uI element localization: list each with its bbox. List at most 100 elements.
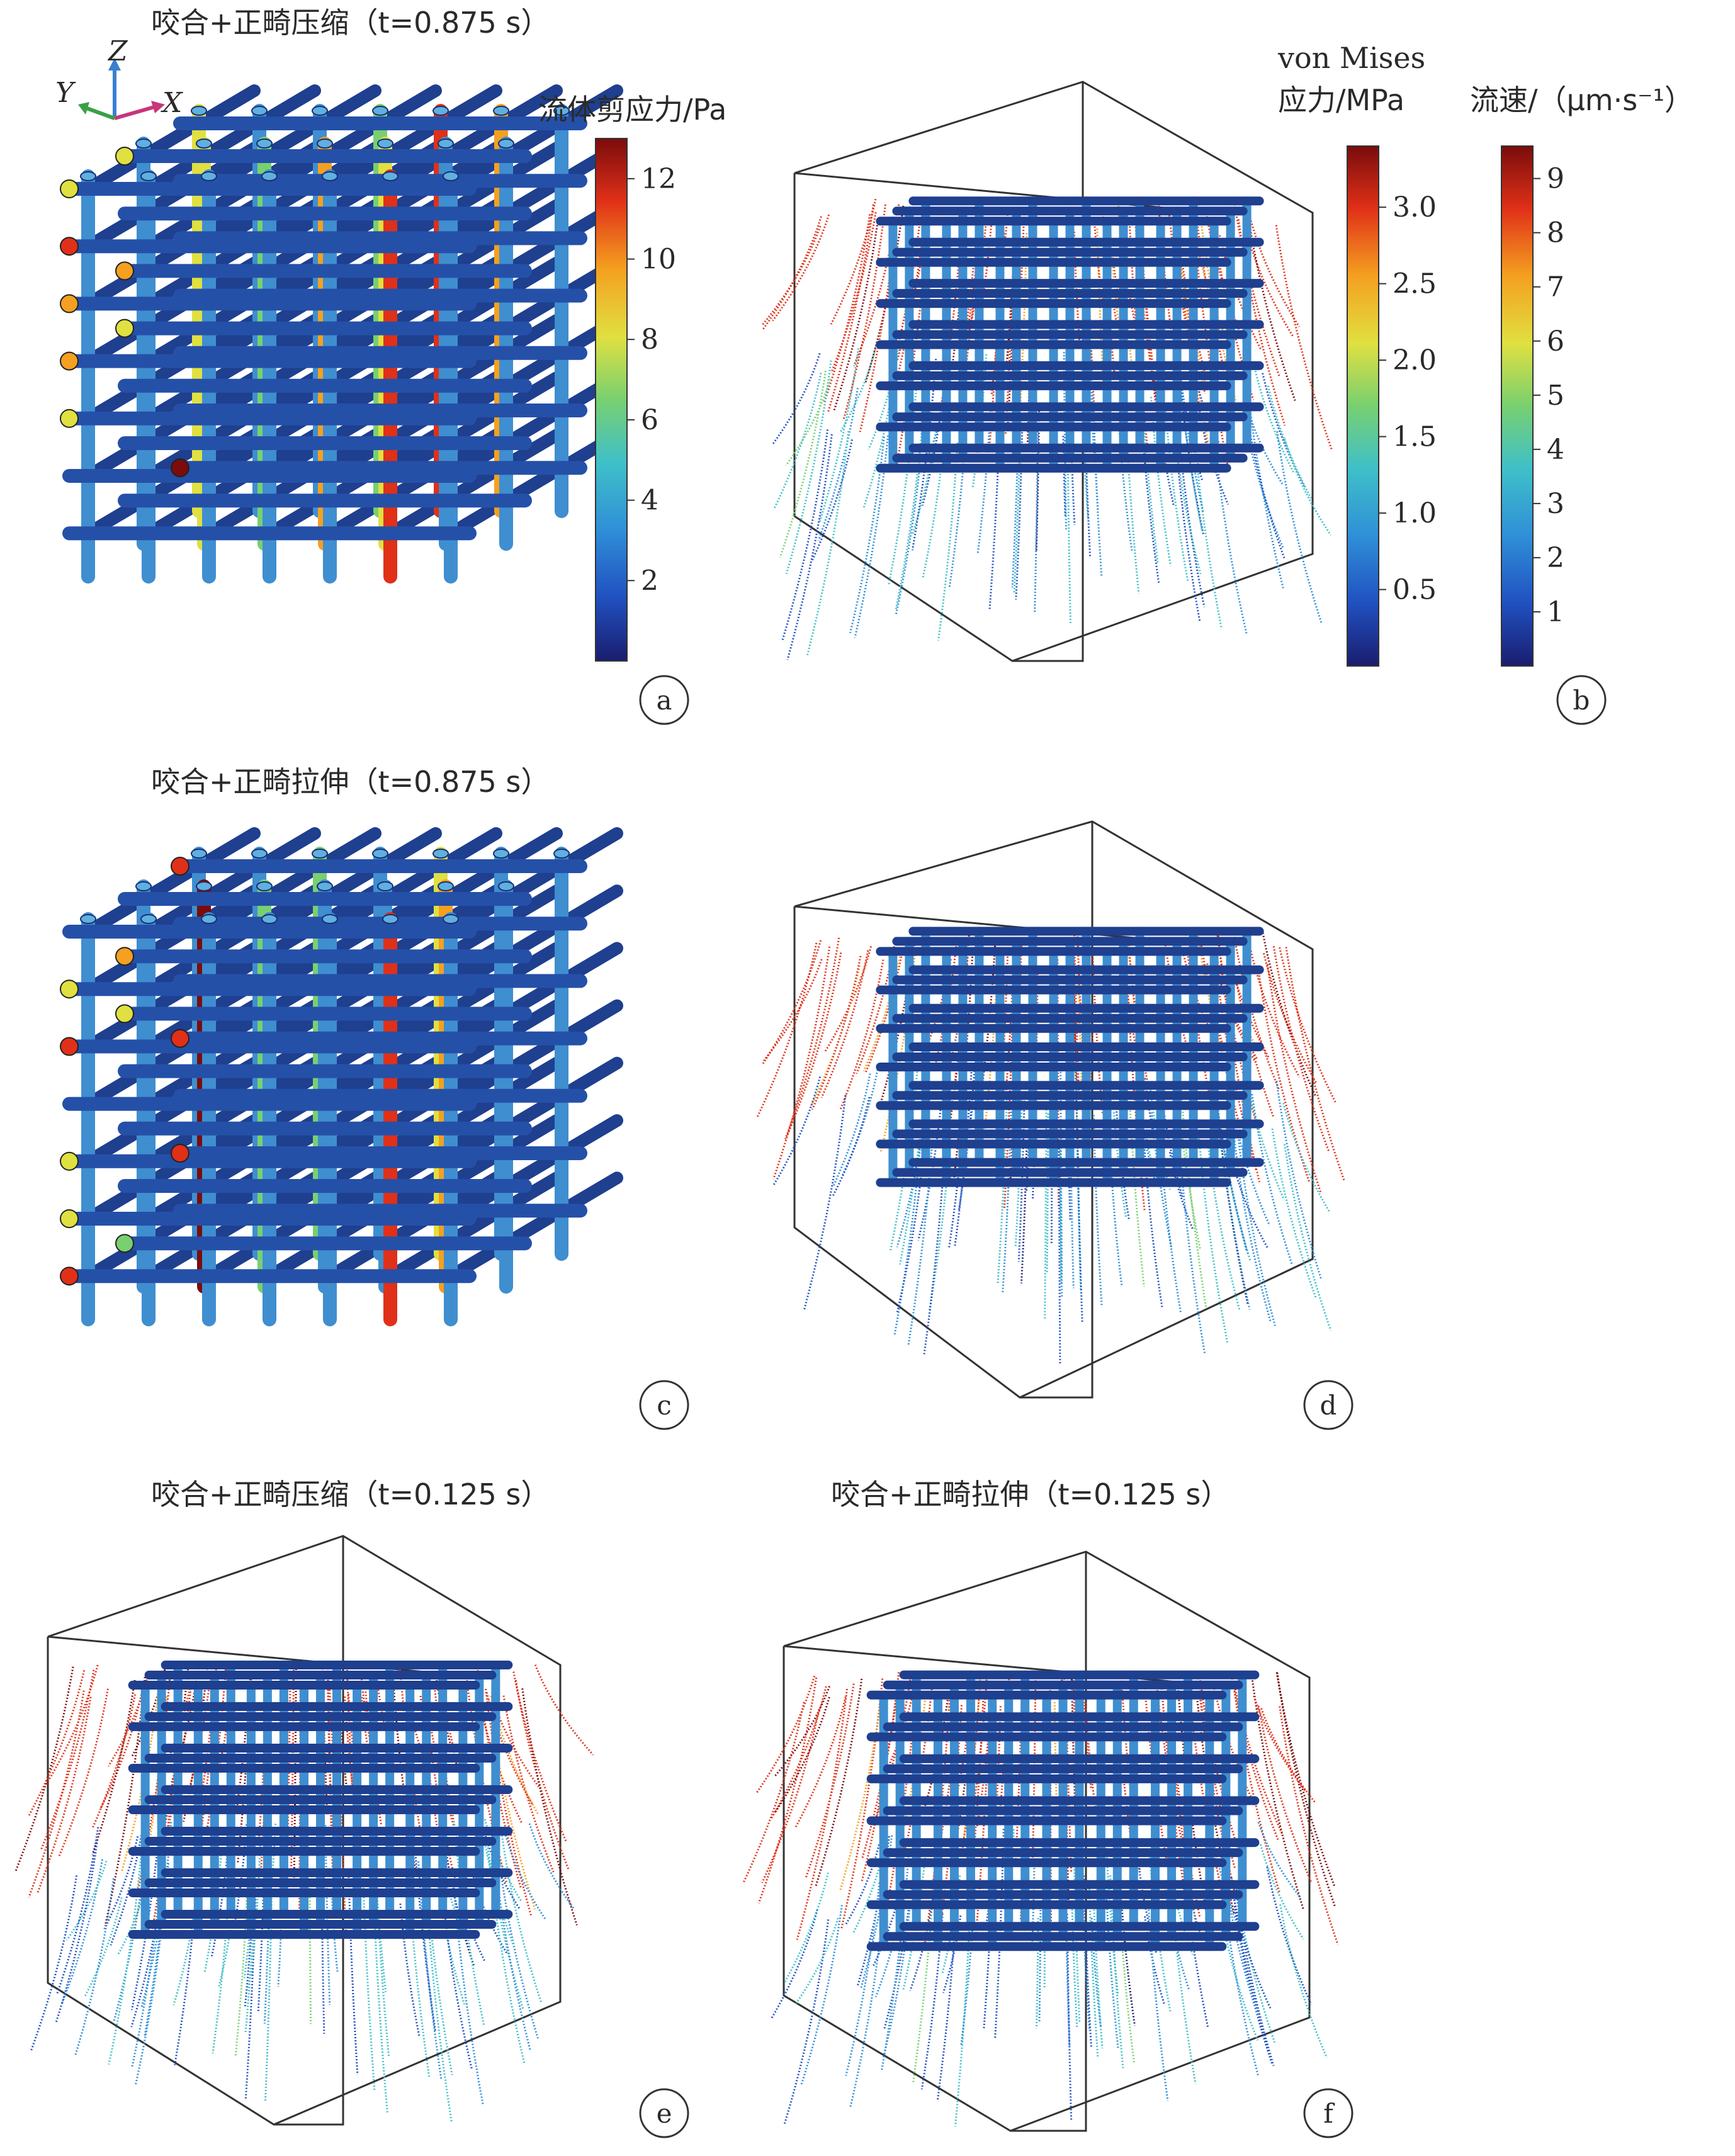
flow-streamline-upper bbox=[1233, 201, 1280, 377]
scaffold-strut-cap bbox=[438, 138, 454, 149]
flow-streamline-upper bbox=[92, 1694, 137, 1828]
flow-streamline-upper bbox=[796, 1688, 848, 1940]
flow-streamline-upper bbox=[1084, 1702, 1097, 1807]
flow-streamline-lower bbox=[1198, 407, 1229, 505]
flow-streamline-lower bbox=[55, 1839, 99, 2023]
flow-streamline-upper bbox=[28, 1670, 86, 1816]
flow-streamline-upper bbox=[130, 1663, 167, 1758]
scaffold-strut-cap bbox=[201, 171, 217, 181]
flow-streamline-lower bbox=[1143, 1143, 1163, 1309]
flow-streamline-lower bbox=[1232, 1896, 1272, 2010]
flow-streamline-upper bbox=[968, 220, 988, 330]
scaffold-depth-strut bbox=[82, 1114, 261, 1225]
scaffold-stress-hotspot bbox=[171, 1029, 189, 1048]
flow-streamline-lower bbox=[1192, 426, 1223, 629]
z-axis-label: Z bbox=[107, 35, 128, 67]
scaffold-strut-cap bbox=[493, 849, 509, 859]
scaffold-depth-strut bbox=[203, 1056, 381, 1168]
scaffold-stress-hotspot bbox=[115, 1234, 134, 1253]
scaffold-depth-strut bbox=[203, 999, 381, 1110]
flow-streamline-lower bbox=[130, 1819, 162, 2011]
stress-colorbar-title-line2: 应力/MPa bbox=[1278, 83, 1404, 117]
flow-streamline-upper bbox=[820, 950, 869, 1098]
flow-streamline-lower bbox=[783, 1919, 830, 2125]
flow-streamline-lower bbox=[1174, 438, 1201, 623]
scaffold-depth-strut bbox=[82, 1056, 261, 1168]
colorbar-tick-label: 2 bbox=[641, 565, 658, 597]
scaffold-depth-strut bbox=[263, 256, 442, 368]
flow-streamline-lower bbox=[1251, 1093, 1293, 1265]
scaffold-depth-strut bbox=[324, 1056, 502, 1168]
scaffold-stress-hotspot bbox=[60, 1209, 79, 1228]
scaffold-strut-cap bbox=[80, 171, 96, 181]
flow-streamline-lower bbox=[880, 1849, 910, 2072]
flow-streamline-lower bbox=[895, 441, 924, 614]
scaffold-strut-cap bbox=[438, 881, 454, 891]
scaffold-depth-strut bbox=[203, 142, 381, 253]
flow-streamline-lower bbox=[1178, 435, 1206, 607]
flow-streamline-lower bbox=[1092, 1881, 1104, 2048]
flow-streamline-upper bbox=[1232, 1681, 1281, 1894]
scaffold-depth-strut bbox=[203, 199, 381, 310]
flow-streamline-upper bbox=[903, 1682, 934, 1855]
scaffold-depth-strut bbox=[384, 999, 563, 1110]
scaffold-strut-cap bbox=[382, 171, 398, 181]
flow-streamline-lower bbox=[1257, 1822, 1302, 1899]
scaffold-depth-strut bbox=[263, 884, 442, 996]
flow-streamline-upper bbox=[852, 229, 895, 367]
flow-streamline-upper bbox=[1125, 961, 1146, 1211]
scaffold-depth-strut bbox=[324, 1171, 502, 1283]
flow-streamline-upper bbox=[290, 1669, 295, 1877]
scaffold-depth-strut bbox=[324, 429, 502, 540]
flow-streamline-lower bbox=[1139, 373, 1159, 565]
scaffold-depth-strut bbox=[263, 942, 442, 1053]
panel-letter-c: c bbox=[639, 1380, 689, 1430]
scaffold-depth-strut bbox=[142, 1114, 321, 1225]
scaffold-depth-strut bbox=[263, 371, 442, 482]
scaffold-strut-cap bbox=[493, 106, 509, 116]
flow-streamline-lower bbox=[1150, 397, 1172, 567]
flow-streamline-lower bbox=[348, 1873, 359, 2075]
scaffold-stress-hotspot bbox=[115, 319, 134, 338]
scaffold-depth-strut bbox=[142, 142, 321, 253]
scaffold-strut-cap bbox=[261, 171, 278, 181]
flow-streamline-lower bbox=[1214, 1090, 1249, 1305]
flow-streamline-upper bbox=[1072, 1673, 1081, 1805]
scaffold-strut-cap bbox=[317, 138, 333, 149]
flow-streamline-upper bbox=[784, 937, 840, 1140]
flow-streamline-lower bbox=[172, 1902, 196, 2006]
scaffold-depth-strut bbox=[203, 313, 381, 425]
flow-streamline-lower bbox=[1035, 407, 1041, 552]
flow-streamline-lower bbox=[1083, 1875, 1092, 2048]
colorbar-tick-label: 7 bbox=[1547, 271, 1564, 303]
scaffold-strut-cap bbox=[140, 171, 157, 181]
flow-streamline-lower bbox=[1090, 1917, 1102, 2027]
z-axis-arrowhead bbox=[108, 58, 121, 71]
flow-box-e bbox=[14, 1535, 594, 2126]
flow-streamline-upper bbox=[1272, 946, 1330, 1152]
colorbar-tick-label: 6 bbox=[641, 404, 658, 436]
flow-streamline-upper bbox=[1266, 964, 1322, 1194]
flow-streamline-lower bbox=[771, 1909, 818, 2019]
flow-streamline-lower bbox=[783, 1872, 829, 1984]
scaffold-depth-strut bbox=[444, 884, 623, 996]
flow-streamline-lower bbox=[1282, 1102, 1330, 1212]
flow-streamline-upper bbox=[823, 214, 871, 404]
scaffold-strut-cap bbox=[317, 881, 333, 891]
flow-streamline-upper bbox=[774, 1686, 830, 1777]
flow-streamline-lower bbox=[218, 1907, 234, 1987]
flow-streamline-lower bbox=[1014, 1100, 1023, 1248]
scaffold-depth-strut bbox=[203, 1171, 381, 1283]
flow-streamline-lower bbox=[948, 419, 968, 589]
flow-streamline-upper bbox=[794, 1696, 847, 1829]
panel-a-title: 咬合+正畸压缩（t=0.875 s） bbox=[151, 6, 550, 40]
flow-streamline-lower bbox=[1153, 376, 1175, 507]
scaffold-depth-strut bbox=[384, 199, 563, 310]
flow-streamline-lower bbox=[1066, 439, 1071, 623]
flow-streamline-upper bbox=[1275, 1672, 1335, 1887]
flow-streamline-lower bbox=[942, 1915, 962, 1994]
flow-streamline-upper bbox=[814, 1678, 863, 1888]
scaffold-stress-hotspot bbox=[60, 351, 79, 371]
scaffold-depth-strut bbox=[142, 256, 321, 368]
velocity-colorbar-gradient bbox=[1501, 145, 1534, 667]
